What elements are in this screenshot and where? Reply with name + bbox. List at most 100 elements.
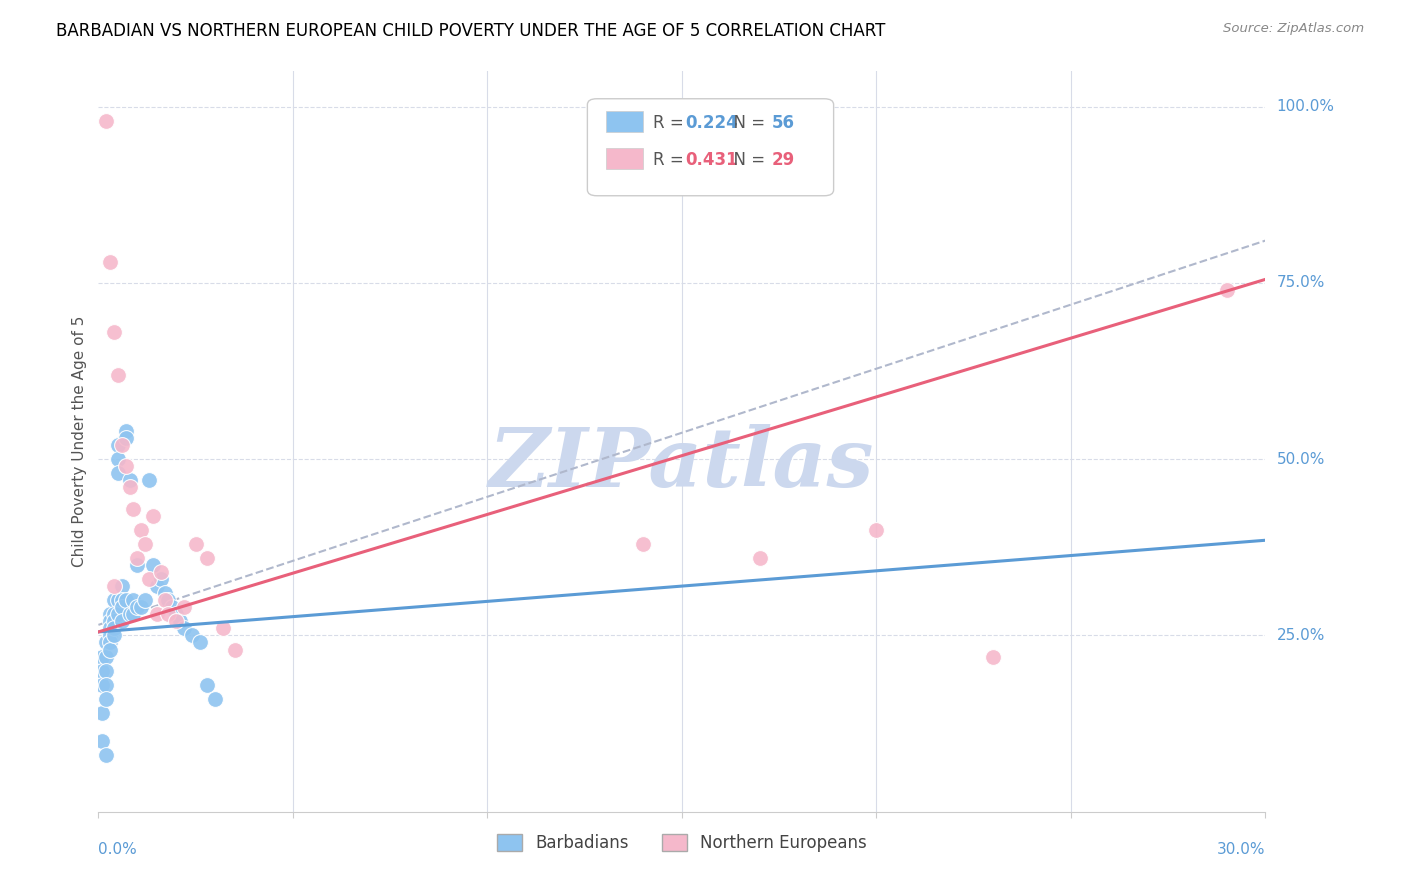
Point [165,615,187,629]
Point [103,621,125,635]
Point [127,550,149,565]
Text: 0.431: 0.431 [685,152,738,169]
Text: 100.0%: 100.0% [1277,99,1334,114]
Point [103,325,125,339]
Point [153,593,176,607]
Text: BARBADIAN VS NORTHERN EUROPEAN CHILD POVERTY UNDER THE AGE OF 5 CORRELATION CHAR: BARBADIAN VS NORTHERN EUROPEAN CHILD POV… [56,22,886,40]
Point [212,621,235,635]
Point [129,600,152,615]
Point [118,607,141,622]
Text: Source: ZipAtlas.com: Source: ZipAtlas.com [1223,22,1364,36]
Point [96,692,118,706]
Point [138,473,160,487]
Point [146,579,169,593]
Point [96,635,118,649]
Point [165,607,187,622]
Point [91,664,114,678]
FancyBboxPatch shape [588,99,834,195]
Point [111,600,134,615]
Y-axis label: Child Poverty Under the Age of 5: Child Poverty Under the Age of 5 [72,316,87,567]
Point [114,424,136,438]
Point [111,615,134,629]
Text: 0.0%: 0.0% [98,842,138,857]
Text: R =: R = [652,152,689,169]
Point [129,523,152,537]
Point [107,607,129,622]
Point [103,579,125,593]
Point [98,615,121,629]
Point [195,678,218,692]
Point [118,480,141,494]
Point [122,501,145,516]
Point [114,459,136,474]
Text: 75.0%: 75.0% [1277,276,1324,291]
Point [96,664,118,678]
Point [142,508,165,523]
Point [173,600,195,615]
Point [98,621,121,635]
Point [98,628,121,642]
Point [157,607,180,622]
Point [188,635,211,649]
Point [204,692,226,706]
Point [142,558,165,572]
Point [180,628,202,642]
Point [1215,283,1237,297]
Point [111,579,134,593]
Point [195,550,218,565]
Point [103,615,125,629]
Point [865,523,887,537]
Point [146,607,169,622]
Point [981,649,1004,664]
Point [107,593,129,607]
Point [91,678,114,692]
Point [96,113,118,128]
Point [153,586,176,600]
Point [114,431,136,445]
Point [103,593,125,607]
Point [162,600,184,615]
Point [149,572,172,586]
Point [224,642,246,657]
Point [107,368,129,382]
Point [96,678,118,692]
Bar [606,148,644,169]
Point [122,593,145,607]
Text: R =: R = [652,114,689,132]
Text: N =: N = [723,152,770,169]
Point [127,600,149,615]
Text: 50.0%: 50.0% [1277,451,1324,467]
Point [631,537,654,551]
Legend: Barbadians, Northern Europeans: Barbadians, Northern Europeans [491,828,873,859]
Point [91,734,114,748]
Point [91,706,114,720]
Point [149,565,172,579]
Text: 25.0%: 25.0% [1277,628,1324,643]
Text: 30.0%: 30.0% [1218,842,1265,857]
Point [98,642,121,657]
Point [107,438,129,452]
Text: 56: 56 [772,114,794,132]
Point [184,537,207,551]
Text: ZIPatlas: ZIPatlas [489,424,875,504]
Point [173,621,195,635]
Point [98,254,121,268]
Point [169,615,191,629]
Point [96,748,118,763]
Text: N =: N = [723,114,770,132]
Bar [606,112,644,132]
Point [127,558,149,572]
Point [138,572,160,586]
Point [91,649,114,664]
Point [107,467,129,481]
Point [111,438,134,452]
Text: 0.224: 0.224 [685,114,738,132]
Point [134,593,156,607]
Point [111,593,134,607]
Point [98,607,121,622]
Point [96,649,118,664]
Point [122,607,145,622]
Point [107,452,129,467]
Point [748,550,770,565]
Point [103,628,125,642]
